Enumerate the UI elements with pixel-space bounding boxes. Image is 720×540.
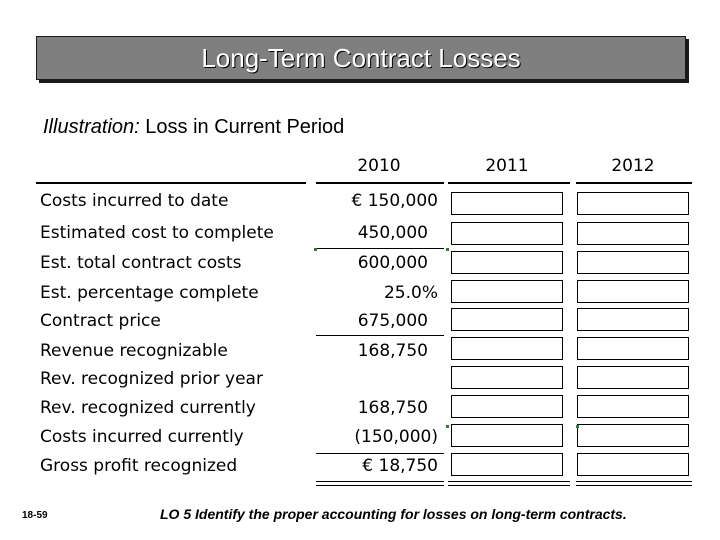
header-rule-2010 — [316, 182, 444, 184]
tick-mark — [576, 425, 579, 428]
label-header-rule — [36, 182, 306, 184]
value-2010-revenue-recognizable: 168,750 — [357, 341, 428, 361]
row-label-costs-incurred: Costs incurred to date — [40, 191, 229, 211]
contract-price-rule-2010 — [316, 335, 444, 336]
cell-2011-rev-prior-year — [451, 366, 563, 389]
cell-2011-costs-incurred — [451, 192, 563, 215]
cell-2012-total-costs — [577, 251, 689, 274]
cell-2012-rev-currently — [577, 395, 689, 418]
slide-number: 18-59 — [22, 510, 48, 521]
cell-2011-percentage — [451, 280, 563, 303]
subtitle-text: Loss in Current Period — [145, 116, 345, 138]
cell-2012-percentage — [577, 280, 689, 303]
row-label-total-costs: Est. total contract costs — [40, 253, 242, 273]
value-2010-costs-currently: (150,000) — [354, 427, 438, 447]
row-label-estimated-cost: Estimated cost to complete — [40, 223, 274, 243]
row-label-revenue-recognizable: Revenue recognizable — [40, 341, 228, 361]
title-banner: Long-Term Contract Losses — [36, 36, 686, 80]
row-label-gross-profit: Gross profit recognized — [40, 456, 238, 476]
learning-objective: LO 5 Identify the proper accounting for … — [160, 506, 627, 522]
year-header-2010: 2010 — [357, 156, 401, 176]
cell-2011-contract-price — [451, 308, 563, 331]
value-2010-gross-profit: € 18,750 — [362, 456, 438, 476]
value-2010-percentage: 25.0% — [383, 283, 438, 303]
tick-mark — [446, 248, 449, 251]
total-double-rule-2012 — [576, 481, 692, 486]
subtitle: Illustration: Loss in Current Period — [43, 116, 344, 139]
value-2010-rev-currently: 168,750 — [357, 398, 428, 418]
cell-2011-costs-currently — [451, 424, 563, 447]
tick-mark — [446, 425, 449, 428]
cell-2011-revenue-recognizable — [451, 337, 563, 360]
cell-2012-costs-currently — [577, 424, 689, 447]
cell-2012-estimated-cost — [577, 222, 689, 245]
value-2010-estimated-cost: 450,000 — [357, 223, 428, 243]
row-label-rev-prior-year: Rev. recognized prior year — [40, 369, 263, 389]
row-label-rev-currently: Rev. recognized currently — [40, 398, 256, 418]
value-2010-costs-incurred: € 150,000 — [351, 191, 438, 211]
cell-2012-revenue-recognizable — [577, 337, 689, 360]
tick-mark — [314, 248, 317, 251]
subtitle-lead: Illustration: — [43, 116, 140, 138]
cell-2011-estimated-cost — [451, 222, 563, 245]
row-label-percentage: Est. percentage complete — [40, 283, 259, 303]
subtotal-rule-2010 — [316, 248, 444, 249]
cell-2011-total-costs — [451, 251, 563, 274]
row-label-contract-price: Contract price — [40, 311, 161, 331]
costs-currently-rule-2010 — [316, 453, 444, 454]
cell-2012-contract-price — [577, 308, 689, 331]
slide-title: Long-Term Contract Losses — [201, 42, 521, 73]
year-header-2011: 2011 — [485, 156, 529, 176]
value-2010-contract-price: 675,000 — [357, 311, 428, 331]
header-rule-2012 — [576, 182, 692, 184]
row-label-costs-currently: Costs incurred currently — [40, 427, 244, 447]
total-double-rule-2010 — [316, 481, 444, 486]
cell-2011-rev-currently — [451, 395, 563, 418]
cell-2012-rev-prior-year — [577, 366, 689, 389]
header-rule-2011 — [448, 182, 570, 184]
cell-2012-gross-profit — [577, 453, 689, 476]
total-double-rule-2011 — [448, 481, 570, 486]
year-header-2012: 2012 — [611, 156, 655, 176]
value-2010-total-costs: 600,000 — [357, 253, 428, 273]
cell-2012-costs-incurred — [577, 192, 689, 215]
cell-2011-gross-profit — [451, 453, 563, 476]
